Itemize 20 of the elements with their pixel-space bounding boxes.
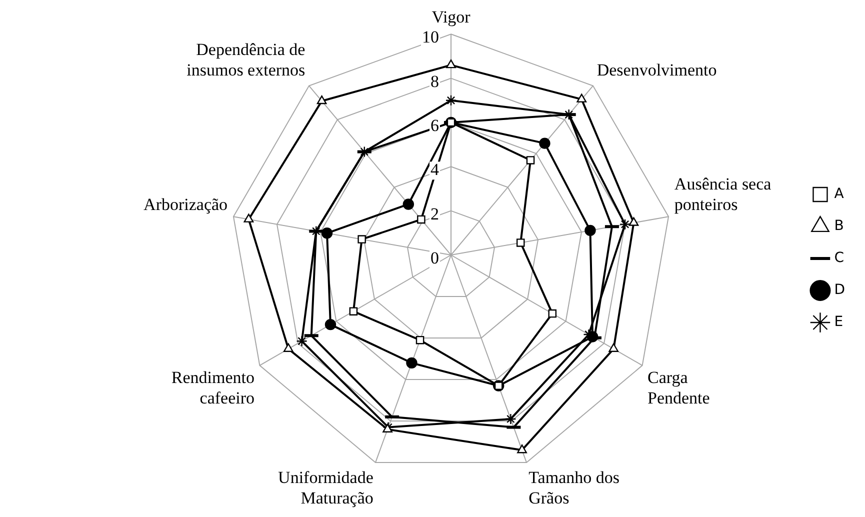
spoke-label: Vigor	[432, 7, 471, 26]
legend-label: E	[834, 314, 844, 330]
spoke-label: Dependência de insumos externos	[186, 40, 306, 80]
spoke-label: Arborização	[144, 194, 228, 214]
spoke-label: Carga Pendente	[647, 368, 710, 408]
legend-label: A	[834, 186, 844, 202]
y-tick-label: 8	[430, 72, 439, 91]
legend-label: D	[834, 282, 845, 298]
spoke-label: Ausência seca ponteiros	[674, 174, 772, 214]
y-tick-label: 4	[430, 160, 440, 180]
spoke-label: Desenvolvimento	[596, 60, 717, 80]
y-tick-label: 10	[422, 28, 439, 47]
spoke-label: Rendimento cafeeiro	[171, 368, 255, 408]
spoke-label: Uniformidade Maturação	[278, 468, 374, 508]
y-tick-label: 0	[430, 248, 439, 268]
legend-label: B	[834, 218, 844, 234]
spoke-label: Tamanho dos Grãos	[528, 468, 620, 508]
y-tick-label: 6	[430, 116, 439, 135]
y-tick-label: 2	[430, 204, 439, 224]
legend-label: C	[834, 250, 844, 266]
